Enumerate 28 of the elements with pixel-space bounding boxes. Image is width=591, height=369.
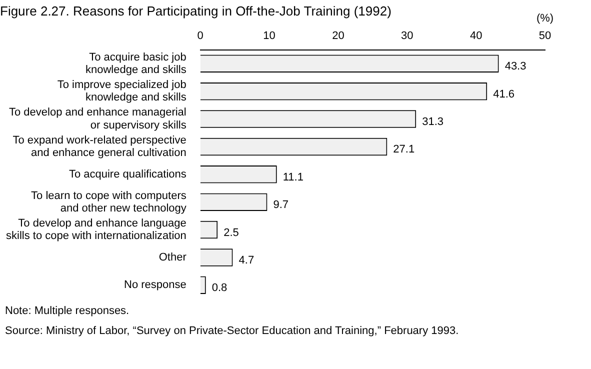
source-note: Source: Ministry of Labor, “Survey on Private-Sector Education and Training,” February 1993. — [5, 325, 459, 338]
y-tick-label: To develop and enhance language skills to cope with internationalization — [6, 217, 186, 242]
data-label: 0.8 — [212, 282, 228, 294]
x-tick-label: 20 — [332, 30, 344, 42]
y-tick-label: To acquire basic job knowledge and skills — [85, 51, 187, 76]
text: Note: Multiple responses. — [5, 305, 130, 318]
data-label: 31.3 — [422, 116, 444, 128]
x-tick-label: 10 — [263, 30, 276, 42]
y-tick-label: No response — [124, 279, 186, 292]
y-tick-label: To learn to cope with computers and other new technology — [31, 190, 187, 214]
y-tick-label: To expand work-related perspective and enhance general cultivation — [12, 134, 186, 160]
y-tick-label: Other — [158, 252, 187, 264]
x-axis-title: (%) — [536, 12, 554, 25]
chart-title: Figure 2.27. Reasons for Participating in Off-the-Job Training (1992) — [0, 3, 392, 18]
y-tick-label: To improve specialized job knowledge and skills — [57, 79, 187, 104]
data-label: 4.7 — [238, 254, 254, 266]
data-label: 41.6 — [493, 88, 515, 100]
data-label: 11.1 — [282, 171, 304, 184]
y-tick-label: To acquire qualifications — [68, 168, 187, 180]
x-tick-label: 40 — [470, 30, 482, 42]
data-label: 9.7 — [273, 199, 289, 212]
x-tick-label: 50 — [538, 30, 552, 42]
data-label: 2.5 — [224, 226, 239, 239]
y-tick-label: To develop and enhance managerial or supervisory skills — [9, 106, 187, 132]
x-tick-label: 30 — [401, 30, 414, 42]
data-label: 43.3 — [504, 60, 526, 73]
data-label: 27.1 — [393, 144, 415, 156]
x-tick-label: 0 — [197, 30, 204, 42]
